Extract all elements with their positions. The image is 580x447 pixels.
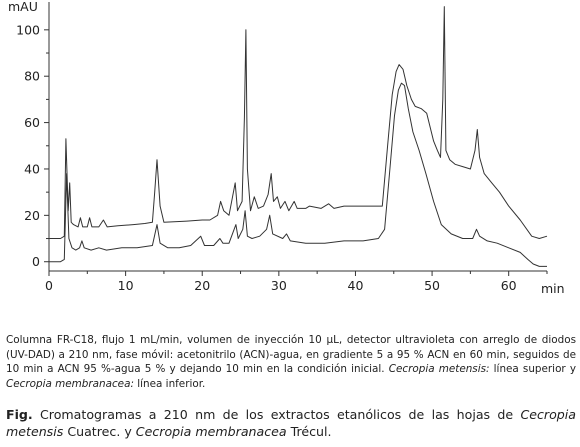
lower-line-note: línea inferior. <box>133 377 206 390</box>
figure-text-1: Cromatogramas a 210 nm de los extractos … <box>32 407 521 422</box>
y-tick-label-40: 40 <box>24 161 40 176</box>
x-tick-label-60: 60 <box>501 278 517 293</box>
figure-caption: Fig. Cromatogramas a 210 nm de los extra… <box>6 407 576 440</box>
x-tick-label-10: 10 <box>118 278 134 293</box>
series-lower-line <box>49 82 547 267</box>
mu-symbol: μ <box>326 334 334 346</box>
figure-label: Fig. <box>6 407 33 422</box>
figure-species-2: Cecropia membranacea <box>135 423 287 439</box>
figure-text-3: Trécul. <box>286 423 332 439</box>
figure-species-1: Cecropia metensis <box>6 407 576 439</box>
axes <box>48 2 547 272</box>
x-tick-label-20: 20 <box>194 278 210 293</box>
upper-line-note: línea superior y <box>489 363 576 376</box>
chromatogram-chart: 0 10 20 30 40 50 60 0 20 40 60 80 100 mAU min <box>8 0 565 296</box>
methods-caption: Columna FR-C18, flujo 1 mL/min, volumen … <box>6 333 576 391</box>
series-upper-line <box>49 6 548 239</box>
x-axis-label: min <box>541 281 565 296</box>
x-tick-label-0: 0 <box>45 278 53 293</box>
y-tick-label-0: 0 <box>32 254 40 269</box>
x-tick-label-40: 40 <box>348 278 364 293</box>
y-axis-label: mAU <box>8 0 38 14</box>
x-tick-label-30: 30 <box>271 278 287 293</box>
y-tick-label-100: 100 <box>16 22 40 37</box>
x-tick-label-50: 50 <box>424 278 440 293</box>
y-tick-label-80: 80 <box>24 69 40 84</box>
species-2-label: Cecropia membranacea: <box>6 377 134 390</box>
figure-text-2: Cuatrec. y <box>63 423 136 439</box>
species-1-label: Cecropia metensis: <box>388 363 490 376</box>
tick-marks <box>44 29 548 276</box>
y-tick-label-60: 60 <box>24 115 40 130</box>
y-tick-label-20: 20 <box>24 208 40 223</box>
tick-labels: 0 10 20 30 40 50 60 0 20 40 60 80 100 <box>16 22 517 293</box>
methods-text-2: L, detector ultravioleta con arreglo de … <box>6 334 576 376</box>
methods-text-1: Columna FR-C18, flujo 1 mL/min, volumen … <box>6 334 327 346</box>
series-lines <box>49 6 548 267</box>
